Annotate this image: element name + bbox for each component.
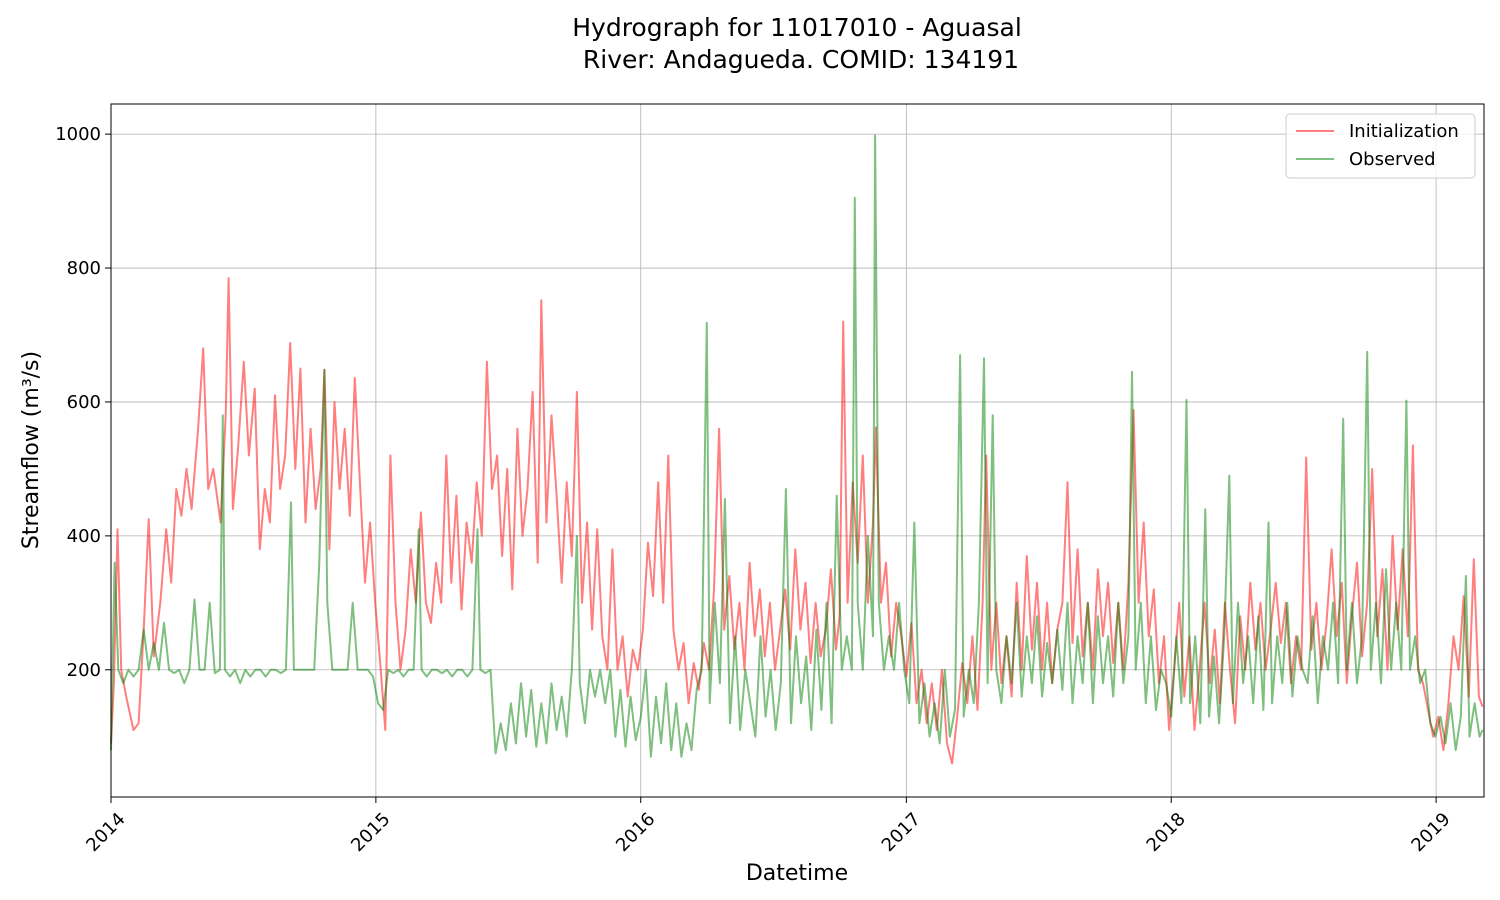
grid-lines <box>110 104 1484 797</box>
legend-label-observed: Observed <box>1349 149 1436 170</box>
y-tick-label: 600 <box>67 392 101 413</box>
series-line-observed <box>110 134 1484 758</box>
x-tick-label: 2017 <box>878 809 925 856</box>
x-tick-label: 2014 <box>82 809 129 856</box>
x-axis: 2014 2015 2016 2017 2018 2019 <box>82 797 1455 856</box>
x-tick-label: 2016 <box>612 809 659 856</box>
legend-label-initialization: Initialization <box>1349 121 1459 142</box>
x-tick-label: 2015 <box>347 809 394 856</box>
x-axis-label: Datetime <box>746 861 848 886</box>
x-tick-label: 2018 <box>1143 809 1190 856</box>
y-tick-label: 200 <box>67 660 101 681</box>
y-tick-label: 1000 <box>55 124 101 145</box>
y-axis-label: Streamflow (m³/s) <box>19 351 44 549</box>
legend: Initialization Observed <box>1285 113 1476 179</box>
y-tick-label: 400 <box>67 526 101 547</box>
plot-frame <box>110 103 1485 798</box>
series-line-initialization <box>110 277 1484 765</box>
series-layer <box>110 134 1484 765</box>
chart-title-group: Hydrograph for 11017010 - Aguasal River:… <box>572 13 1022 74</box>
chart-subtitle: River: Andagueda. COMID: 134191 <box>583 45 1019 74</box>
chart-title: Hydrograph for 11017010 - Aguasal <box>572 13 1022 42</box>
x-tick-label: 2019 <box>1407 809 1454 856</box>
y-axis: 200 400 600 800 1000 <box>55 124 111 681</box>
y-tick-label: 800 <box>67 258 101 279</box>
